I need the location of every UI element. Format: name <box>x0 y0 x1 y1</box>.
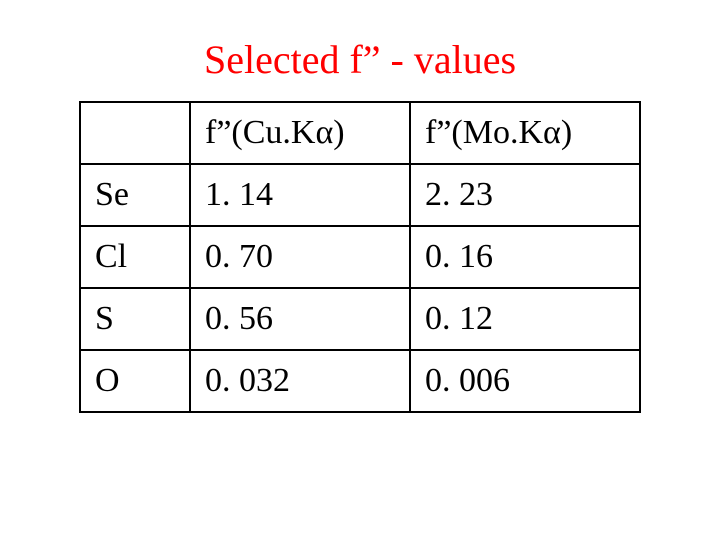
element-cell: S <box>80 288 190 350</box>
table-row: O 0. 032 0. 006 <box>80 350 640 412</box>
element-cell: Cl <box>80 226 190 288</box>
value-cell: 0. 70 <box>190 226 410 288</box>
header-cell-cuka: f”(Cu.Kα) <box>190 102 410 164</box>
value-cell: 0. 006 <box>410 350 640 412</box>
value-cell: 0. 032 <box>190 350 410 412</box>
header-cell-moka: f”(Mo.Kα) <box>410 102 640 164</box>
values-table: f”(Cu.Kα) f”(Mo.Kα) Se 1. 14 2. 23 Cl 0.… <box>79 101 641 413</box>
header-cell-blank <box>80 102 190 164</box>
value-cell: 0. 56 <box>190 288 410 350</box>
page-title: Selected f” - values <box>0 0 720 101</box>
value-cell: 0. 12 <box>410 288 640 350</box>
element-cell: Se <box>80 164 190 226</box>
value-cell: 0. 16 <box>410 226 640 288</box>
table-header-row: f”(Cu.Kα) f”(Mo.Kα) <box>80 102 640 164</box>
table-row: Se 1. 14 2. 23 <box>80 164 640 226</box>
element-cell: O <box>80 350 190 412</box>
table-row: S 0. 56 0. 12 <box>80 288 640 350</box>
value-cell: 1. 14 <box>190 164 410 226</box>
table-row: Cl 0. 70 0. 16 <box>80 226 640 288</box>
value-cell: 2. 23 <box>410 164 640 226</box>
table-container: f”(Cu.Kα) f”(Mo.Kα) Se 1. 14 2. 23 Cl 0.… <box>0 101 720 413</box>
